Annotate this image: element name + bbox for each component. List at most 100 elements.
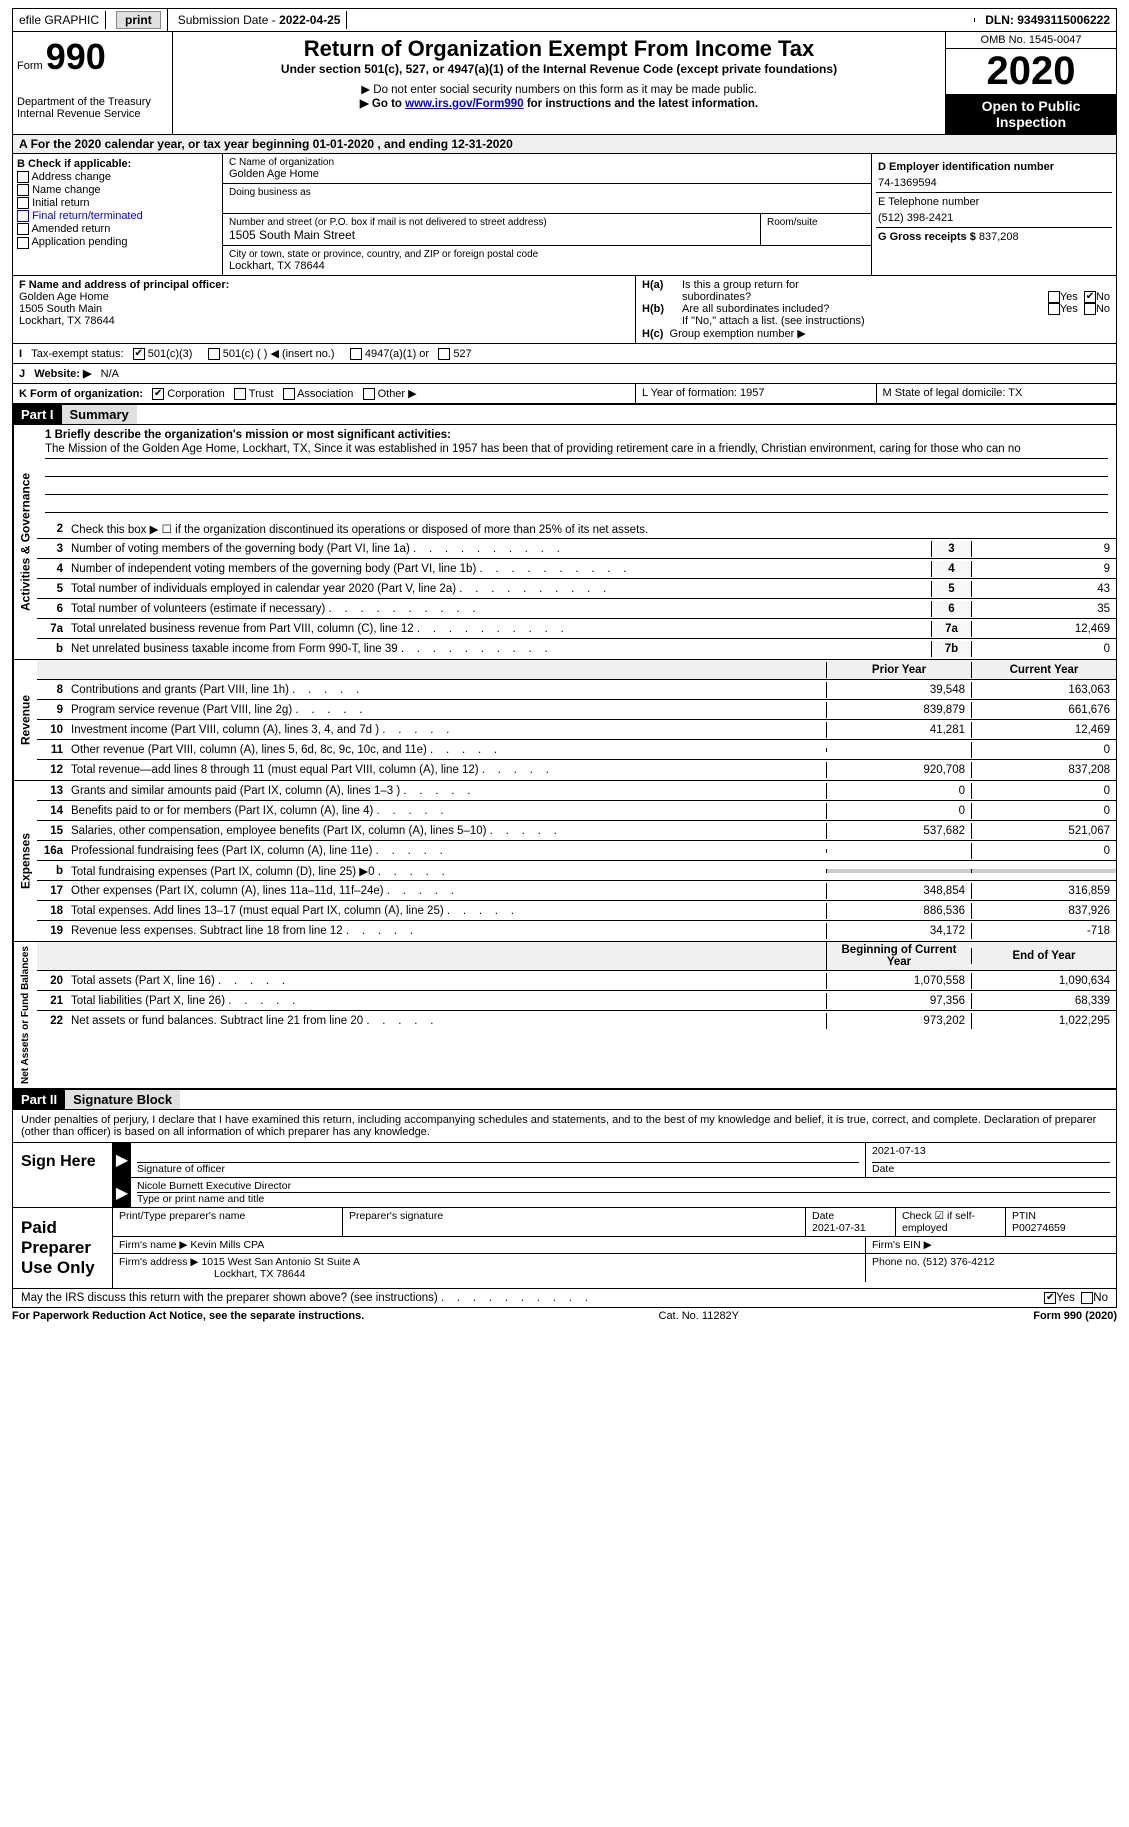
chk-501c[interactable]: [208, 348, 220, 360]
firm-phone: (512) 376-4212: [923, 1256, 995, 1268]
table-row: b Net unrelated business taxable income …: [37, 639, 1116, 659]
table-row: 8 Contributions and grants (Part VIII, l…: [37, 680, 1116, 700]
firm-ein-label: Firm's EIN ▶: [866, 1237, 1116, 1253]
ha-no[interactable]: ✔No: [1084, 291, 1110, 303]
topbar: efile GRAPHIC print Submission Date - 20…: [12, 8, 1117, 32]
gross-receipts: 837,208: [979, 231, 1019, 243]
phone: (512) 398-2421: [878, 212, 1110, 224]
netassets-vlabel: Net Assets or Fund Balances: [13, 942, 37, 1088]
table-row: 15 Salaries, other compensation, employe…: [37, 821, 1116, 841]
room-label: Room/suite: [767, 217, 865, 228]
part2-header: Part II: [13, 1090, 65, 1109]
irs-link[interactable]: www.irs.gov/Form990: [405, 98, 523, 110]
ha-label: Is this a group return for: [682, 279, 1110, 291]
chk-other[interactable]: [363, 388, 375, 400]
end-year-header: End of Year: [971, 948, 1116, 964]
efile-label: efile GRAPHIC: [13, 11, 106, 29]
footer-left: For Paperwork Reduction Act Notice, see …: [12, 1310, 364, 1322]
governance-section: Activities & Governance 1 Briefly descri…: [12, 425, 1117, 660]
sign-here-label: Sign Here: [13, 1143, 113, 1207]
print-button[interactable]: print: [116, 11, 161, 29]
dept-label: Department of the Treasury Internal Reve…: [17, 96, 168, 120]
table-row: 13 Grants and similar amounts paid (Part…: [37, 781, 1116, 801]
ein-label: D Employer identification number: [878, 161, 1110, 173]
declaration-text: Under penalties of perjury, I declare th…: [13, 1110, 1116, 1142]
table-row: 11 Other revenue (Part VIII, column (A),…: [37, 740, 1116, 760]
ptin: P00274659: [1012, 1222, 1110, 1234]
name-label: C Name of organization: [229, 157, 865, 168]
expenses-section: Expenses 13 Grants and similar amounts p…: [12, 781, 1117, 942]
hb-label: Are all subordinates included?: [682, 303, 1048, 315]
firm-addr-label: Firm's address ▶: [119, 1256, 199, 1268]
section-f-label: F Name and address of principal officer:: [19, 279, 229, 291]
website-row: J Website: ▶ N/A: [12, 364, 1117, 384]
signature-section: Under penalties of perjury, I declare th…: [12, 1110, 1117, 1308]
hc-label: Group exemption number ▶: [670, 328, 806, 340]
section-b-label: B Check if applicable:: [17, 158, 218, 170]
part1-title: Summary: [62, 405, 137, 424]
form-word: Form: [17, 60, 43, 72]
period-line: A For the 2020 calendar year, or tax yea…: [12, 135, 1117, 154]
firm-phone-label: Phone no.: [872, 1256, 923, 1268]
chk-527[interactable]: [438, 348, 450, 360]
table-row: 16a Professional fundraising fees (Part …: [37, 841, 1116, 861]
table-row: 10 Investment income (Part VIII, column …: [37, 720, 1116, 740]
chk-name-change[interactable]: Name change: [17, 184, 218, 196]
chk-corp[interactable]: ✔: [152, 388, 164, 400]
table-row: 21 Total liabilities (Part X, line 26) 9…: [37, 991, 1116, 1011]
inspection-label: Open to Public Inspection: [946, 94, 1116, 134]
note2-post: for instructions and the latest informat…: [527, 98, 758, 110]
form-number: 990: [46, 36, 106, 77]
firm-name-label: Firm's name ▶: [119, 1239, 187, 1251]
prep-name-label: Print/Type preparer's name: [119, 1210, 336, 1222]
tax-year: 2020: [946, 49, 1116, 94]
chk-address-change[interactable]: Address change: [17, 171, 218, 183]
footer-mid: Cat. No. 11282Y: [659, 1310, 740, 1322]
note1: ▶ Do not enter social security numbers o…: [177, 82, 941, 96]
discuss-text: May the IRS discuss this return with the…: [21, 1292, 438, 1304]
hb-no[interactable]: No: [1084, 303, 1110, 315]
submission-label: Submission Date -: [178, 13, 279, 27]
footer-right: Form 990 (2020): [1033, 1310, 1117, 1322]
addr-label: Number and street (or P.O. box if mail i…: [229, 217, 754, 228]
netassets-section: Net Assets or Fund Balances Beginning of…: [12, 942, 1117, 1089]
mission-text: The Mission of the Golden Age Home, Lock…: [45, 443, 1108, 459]
table-row: 17 Other expenses (Part IX, column (A), …: [37, 881, 1116, 901]
state-domicile: M State of legal domicile: TX: [877, 384, 1117, 403]
discuss-yes[interactable]: ✔Yes: [1044, 1292, 1075, 1304]
chk-assoc[interactable]: [283, 388, 295, 400]
form-title: Return of Organization Exempt From Incom…: [177, 36, 941, 62]
table-row: 12 Total revenue—add lines 8 through 11 …: [37, 760, 1116, 780]
org-name: Golden Age Home: [229, 168, 865, 180]
firm-city: Lockhart, TX 78644: [214, 1268, 305, 1280]
ha-yes[interactable]: Yes: [1048, 291, 1078, 303]
chk-application-pending[interactable]: Application pending: [17, 236, 218, 248]
part2-title: Signature Block: [65, 1090, 180, 1109]
officer-name: Golden Age Home: [19, 291, 109, 303]
note2-pre: ▶ Go to: [360, 98, 405, 110]
gross-label: G Gross receipts $: [878, 231, 979, 243]
dln-label: DLN:: [985, 13, 1017, 27]
prep-check-label: Check ☑ if self-employed: [896, 1208, 1006, 1236]
hb-yes[interactable]: Yes: [1048, 303, 1078, 315]
chk-final-return[interactable]: Final return/terminated: [17, 210, 218, 222]
chk-initial-return[interactable]: Initial return: [17, 197, 218, 209]
chk-4947[interactable]: [350, 348, 362, 360]
prep-date-label: Date: [812, 1210, 889, 1222]
table-row: 5 Total number of individuals employed i…: [37, 579, 1116, 599]
website-label: Website: ▶: [34, 368, 91, 380]
current-year-header: Current Year: [971, 662, 1116, 678]
table-row: 19 Revenue less expenses. Subtract line …: [37, 921, 1116, 941]
chk-amended[interactable]: Amended return: [17, 223, 218, 235]
city: Lockhart, TX 78644: [229, 260, 865, 272]
chk-501c3[interactable]: ✔: [133, 348, 145, 360]
ein: 74-1369594: [878, 177, 1110, 189]
firm-name: Kevin Mills CPA: [190, 1239, 264, 1251]
officer-group-section: F Name and address of principal officer:…: [12, 276, 1117, 344]
chk-trust[interactable]: [234, 388, 246, 400]
discuss-no[interactable]: No: [1081, 1292, 1108, 1304]
street: 1505 South Main Street: [229, 228, 754, 242]
table-row: b Total fundraising expenses (Part IX, c…: [37, 861, 1116, 881]
name-title-label: Type or print name and title: [137, 1193, 1110, 1205]
prep-sig-label: Preparer's signature: [349, 1210, 799, 1222]
